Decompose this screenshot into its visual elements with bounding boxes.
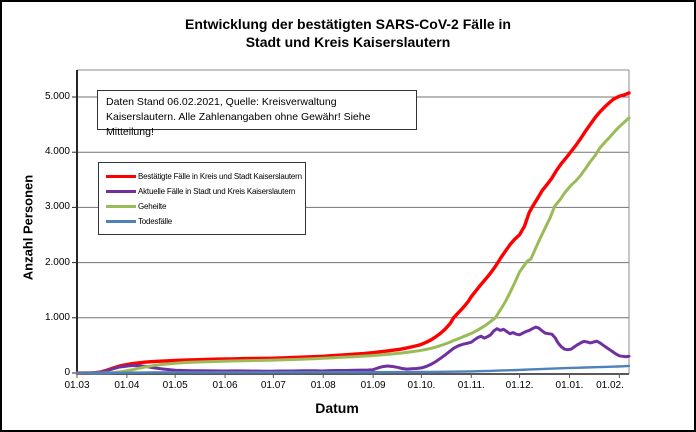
x-axis-tick-label: 01.06 [212, 380, 238, 391]
legend-line-swatch [106, 175, 136, 178]
x-axis-tick-label: 01.05 [162, 380, 188, 391]
y-axis-tick-label: 3.000 [44, 201, 70, 213]
series-line [75, 91, 631, 375]
legend-item: Aktuelle Fälle in Stadt und Kreis Kaiser… [106, 184, 300, 199]
annotation-box: Daten Stand 06.02.2021, Quelle: Kreisver… [97, 90, 417, 138]
legend-line-swatch [106, 190, 136, 193]
chart-title-line1: Entwicklung der bestätigten SARS-CoV-2 F… [185, 16, 511, 32]
legend-item: Geheilte [106, 199, 300, 214]
y-axis-tick-label: 4.000 [44, 146, 70, 158]
x-axis-tick-label: 01.07 [260, 380, 286, 391]
chart-title: Entwicklung der bestätigten SARS-CoV-2 F… [2, 15, 694, 51]
legend-item: Todesfälle [106, 214, 300, 229]
x-axis-tick-label: 01.03 [64, 380, 90, 391]
y-axis-tick-label: 1.000 [44, 311, 70, 323]
x-axis-tick-label: 01.12. [505, 380, 534, 391]
y-axis-title: Anzahl Personen [20, 174, 36, 281]
series-line [75, 116, 631, 375]
annotation-line2: Kaiserslautern. Alle Zahlenangaben ohne … [106, 111, 371, 138]
x-axis-tick-label: 01.01. [555, 380, 584, 391]
x-axis-title: Datum [315, 400, 359, 416]
x-axis-tick-label: 01.04 [114, 380, 140, 391]
x-axis-tick-label: 01.02. [596, 380, 624, 391]
legend-label: Todesfälle [138, 217, 173, 226]
legend-box: Bestätigte Fälle in Kreis und Stadt Kais… [98, 162, 306, 235]
series-line [75, 364, 631, 375]
x-axis-tick-label: 01.11. [457, 380, 485, 391]
chart-title-line2: Stadt und Kreis Kaiserslautern [245, 34, 451, 50]
legend-line-swatch [106, 205, 136, 208]
x-axis-tick-label: 01.09 [360, 380, 386, 391]
legend-label: Bestätigte Fälle in Kreis und Stadt Kais… [138, 172, 302, 181]
legend-item: Bestätigte Fälle in Kreis und Stadt Kais… [106, 169, 302, 184]
legend-label: Aktuelle Fälle in Stadt und Kreis Kaiser… [138, 187, 296, 196]
annotation-line1: Daten Stand 06.02.2021, Quelle: Kreisver… [106, 96, 337, 108]
x-axis-tick-label: 01.08 [310, 380, 336, 391]
legend-line-swatch [106, 220, 136, 223]
x-axis-tick-label: 01.10. [407, 380, 436, 391]
y-axis-tick-label: 5.000 [44, 91, 70, 102]
series-line [75, 325, 631, 375]
y-axis-tick-label: 0 [64, 367, 70, 378]
y-axis-tick-label: 2.000 [44, 256, 70, 268]
legend-label: Geheilte [138, 202, 167, 211]
